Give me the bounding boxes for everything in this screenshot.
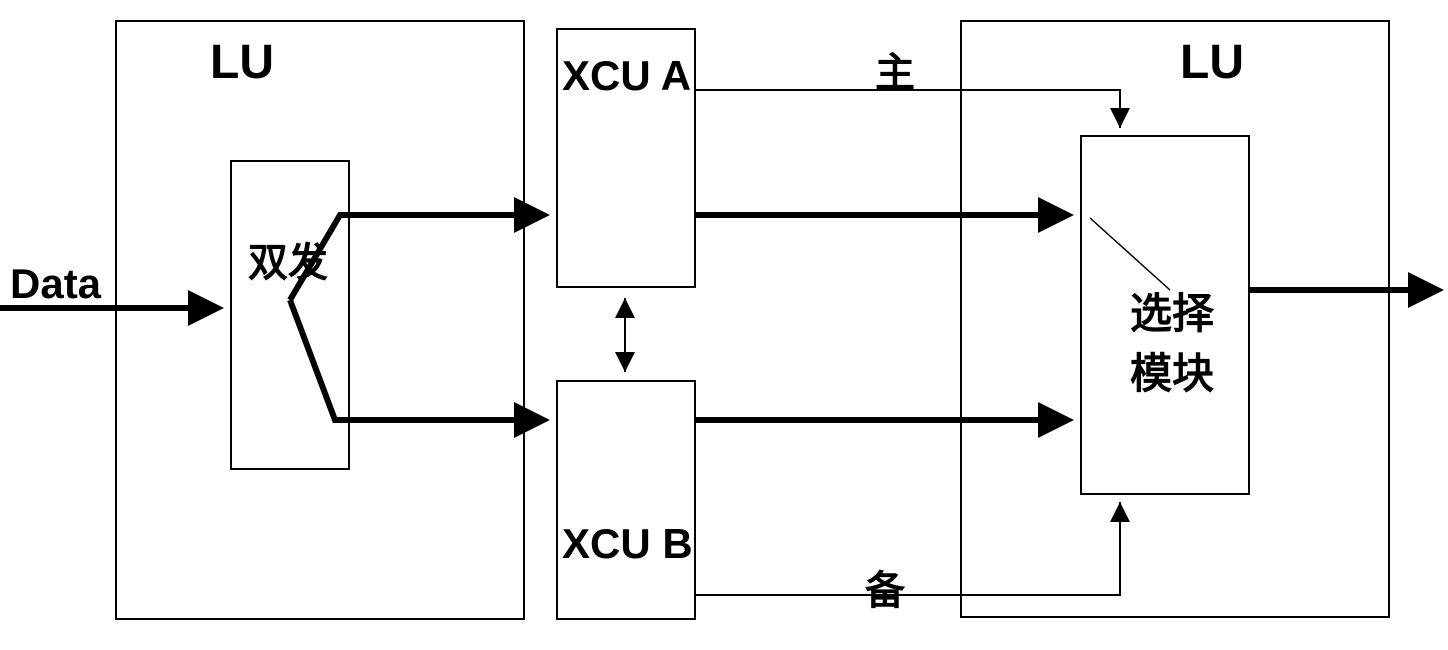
select-label-1: 选择 [1130, 280, 1214, 341]
lu-left-label: LU [210, 35, 274, 90]
select-label-2: 模块 [1130, 340, 1214, 401]
dual-send-label: 双发 [248, 230, 328, 288]
xcu-a-label: XCU A [562, 52, 691, 100]
lu-right-label: LU [1180, 35, 1244, 90]
main-label: 主 [875, 40, 915, 98]
xcu-b-label: XCU B [562, 520, 693, 568]
xcu-b-box [556, 380, 696, 620]
backup-label: 备 [865, 558, 905, 616]
data-label: Data [10, 260, 101, 308]
dual-send-box [230, 160, 350, 470]
